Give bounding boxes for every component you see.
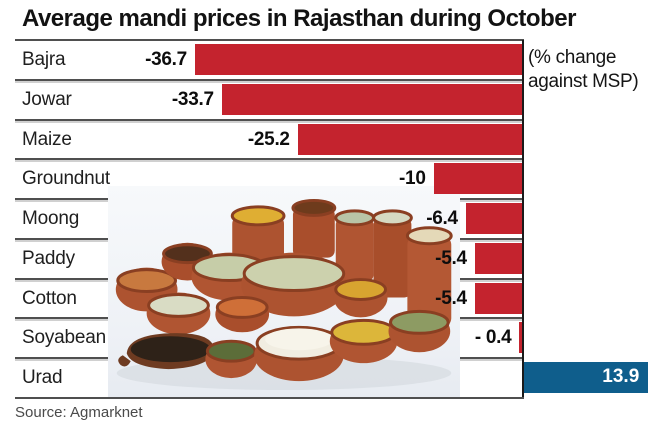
bowl-white-rice bbox=[254, 325, 344, 382]
zero-axis-line bbox=[522, 40, 524, 398]
chart-row: Cotton -5.4 bbox=[15, 279, 648, 320]
bar bbox=[297, 123, 523, 155]
grains-photo bbox=[108, 186, 460, 397]
category-label: Groundnut bbox=[22, 168, 110, 190]
bar bbox=[519, 322, 523, 354]
pot-cream-grain-tall bbox=[405, 226, 453, 328]
chart-row: Groundnut -10 bbox=[15, 159, 648, 201]
value-label: -6.4 bbox=[426, 208, 458, 230]
value-label: -36.7 bbox=[145, 49, 187, 70]
category-label: Bajra bbox=[22, 49, 66, 70]
chart-row: Soyabean - 0.4 bbox=[15, 318, 648, 360]
bowl-white-beans bbox=[146, 292, 211, 335]
chart-row: Jowar -33.7 bbox=[15, 80, 648, 121]
bowl-dark-seeds bbox=[161, 242, 214, 281]
value-label: 13.9 bbox=[602, 366, 640, 388]
category-label: Cotton bbox=[22, 287, 77, 309]
chart-row: Urad 13.9 bbox=[15, 358, 649, 398]
bar bbox=[221, 83, 523, 115]
msp-note: (% change against MSP) bbox=[528, 47, 639, 93]
chart-row: Paddy -5.4 bbox=[15, 239, 648, 280]
value-label: -33.7 bbox=[171, 88, 214, 110]
bar bbox=[194, 44, 523, 75]
value-label: -5.4 bbox=[435, 247, 467, 269]
pot-yellow-small bbox=[333, 277, 388, 318]
scoop-black-seeds bbox=[118, 333, 215, 370]
chart-rows: Bajra -36.7 Jowar -33.7 Maize -25.2 Groundnut -… bbox=[15, 40, 649, 398]
bar bbox=[433, 163, 523, 195]
bar-chart: Bajra -36.7 Jowar -33.7 Maize -25.2 Groundnut -… bbox=[15, 39, 649, 399]
row-separator bbox=[15, 78, 524, 81]
bar bbox=[474, 282, 523, 314]
pot-green-seeds bbox=[205, 339, 258, 379]
category-label: Urad bbox=[22, 367, 63, 389]
pot-sage-grain-tall bbox=[334, 209, 376, 282]
category-label: Soyabean bbox=[22, 327, 106, 349]
value-label: -10 bbox=[399, 168, 426, 190]
chart-bottom-border bbox=[15, 397, 524, 399]
chart-row: Maize -25.2 bbox=[15, 120, 648, 161]
grains-pots-illustration bbox=[115, 198, 453, 391]
bar bbox=[465, 203, 523, 235]
source-note: Source: Agmarknet bbox=[15, 404, 143, 421]
chart-title: Average mandi prices in Rajasthan during… bbox=[22, 5, 576, 32]
category-label: Paddy bbox=[22, 247, 75, 269]
bowl-green-peas bbox=[388, 309, 451, 353]
bowl-orange-lentils bbox=[215, 295, 270, 333]
bar bbox=[474, 242, 523, 274]
pot-brown-powder bbox=[291, 198, 337, 258]
chart-top-border bbox=[15, 39, 524, 41]
row-separator bbox=[15, 158, 524, 161]
category-label: Maize bbox=[22, 128, 72, 150]
chart-row: Bajra -36.7 bbox=[15, 40, 648, 81]
category-label: Moong bbox=[22, 208, 80, 230]
value-label: -5.4 bbox=[435, 287, 467, 309]
value-label: -25.2 bbox=[247, 128, 290, 150]
row-separator bbox=[15, 118, 524, 121]
value-label: - 0.4 bbox=[474, 327, 512, 349]
bowl-large-grain bbox=[241, 252, 347, 317]
category-label: Jowar bbox=[22, 88, 72, 110]
chart-row: Moong -6.4 bbox=[15, 199, 648, 240]
pot-speckled-tall bbox=[372, 209, 413, 298]
bar: 13.9 bbox=[524, 362, 649, 394]
